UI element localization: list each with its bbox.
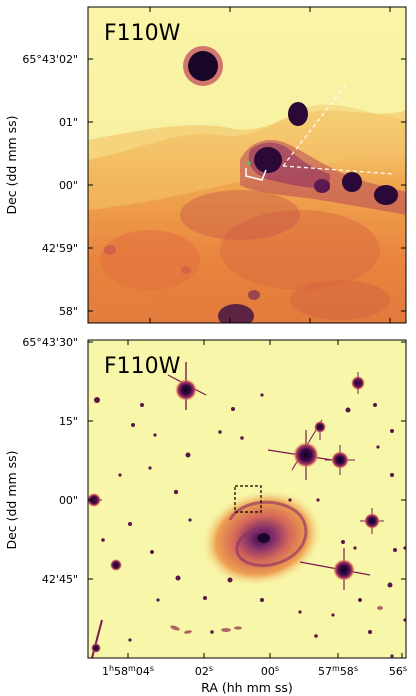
direction-line-1 xyxy=(282,85,346,167)
top-y-tick-label: 00" xyxy=(59,179,78,192)
star-3 xyxy=(325,445,355,475)
bottom-y-tick-label: 00" xyxy=(59,494,78,507)
faint-galaxies xyxy=(170,606,383,634)
marker-dot xyxy=(247,161,251,165)
x-tick-label-4: 57m58s xyxy=(318,664,358,678)
star-10 xyxy=(91,619,103,658)
field-sources xyxy=(94,393,406,658)
bottom-y-axis-title: Dec (dd mm ss) xyxy=(4,450,19,549)
bottom-panel-frame xyxy=(87,339,407,659)
bottom-y-tick-label: 65°43'30" xyxy=(22,336,78,349)
star-6 xyxy=(360,508,384,534)
bottom-panel-filter-label: F110W xyxy=(104,354,181,379)
top-panel-filter-label: F110W xyxy=(104,21,181,46)
x-tick-label-2: 02s xyxy=(195,664,213,678)
x-tick-label-5: 56s xyxy=(389,664,407,678)
top-y-tick-label: 65°43'02" xyxy=(22,53,78,66)
bottom-y-tick-label: 42'45" xyxy=(42,573,78,586)
bottom-panel-ticks xyxy=(88,340,406,658)
star-4 xyxy=(314,421,326,440)
star-5 xyxy=(299,548,371,590)
top-panel-ticks xyxy=(88,7,406,323)
top-y-axis-title: Dec (dd mm ss) xyxy=(4,115,19,214)
top-y-tick-label: 42'59" xyxy=(42,242,78,255)
x-axis-title: RA (hh mm ss) xyxy=(201,680,293,695)
star-1 xyxy=(167,362,207,410)
top-y-tick-label: 01" xyxy=(59,116,78,129)
bottom-panel-image xyxy=(88,340,406,658)
star-7 xyxy=(351,372,365,394)
x-tick-label-1: 1h58m04s xyxy=(102,664,154,678)
scale-bracket xyxy=(245,168,267,181)
zoom-region-box xyxy=(234,485,262,513)
top-y-tick-label: 58" xyxy=(59,305,78,318)
top-panel-image xyxy=(88,7,406,323)
top-panel-frame xyxy=(87,6,407,324)
star-9 xyxy=(110,559,122,571)
bottom-y-tick-label: 15" xyxy=(59,415,78,428)
star-2 xyxy=(267,419,346,480)
direction-line-2 xyxy=(282,165,396,175)
x-tick-label-3: 00s xyxy=(261,664,279,678)
